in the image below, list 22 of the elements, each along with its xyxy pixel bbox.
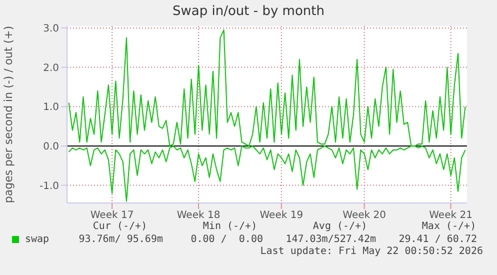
x-tick-label: Week 17 — [90, 210, 134, 222]
y-tick-label: 0.0 — [43, 142, 59, 153]
x-tick-label: Week 18 — [176, 210, 220, 222]
x-tick-label: Week 20 — [342, 210, 386, 222]
x-tick-label: Week 21 — [429, 210, 472, 222]
text: 29.41 / 60.72 — [398, 234, 477, 245]
text: 0.00 / 0.00 — [190, 234, 263, 245]
y-tick-label: 1.0 — [43, 102, 59, 114]
y-tick-label: -1.0 — [39, 180, 59, 192]
text: Avg (-/+) — [312, 221, 368, 232]
x-tick-label: Week 19 — [260, 210, 304, 222]
text: 147.03m/527.42m — [284, 234, 376, 245]
legend-label: swap — [25, 234, 50, 245]
text: Min (-/+) — [202, 221, 258, 232]
text: Last update: Fri May 22 00:50:52 2026 — [260, 246, 483, 257]
chart-title: Swap in/out - by month — [172, 4, 326, 19]
text: Max (-/+) — [420, 221, 478, 232]
y-tick-label: 2.0 — [43, 62, 59, 74]
y-tick-label: 3.0 — [43, 24, 59, 35]
text: 93.76m/ 95.69m — [78, 234, 163, 245]
text: Cur (-/+) — [92, 221, 148, 232]
y-axis-title: pages per second in (-) / out (+) — [2, 26, 15, 204]
